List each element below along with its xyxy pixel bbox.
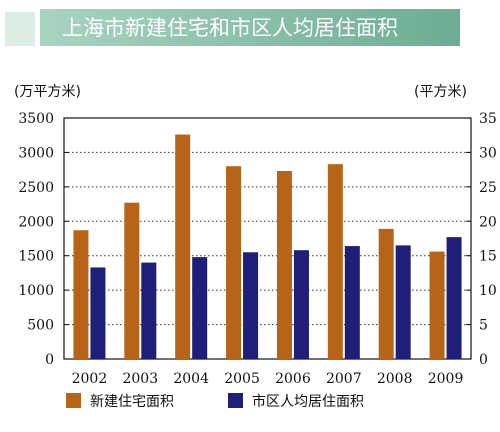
right-axis-unit: (平方米) [414,84,467,100]
x-axis: 2002 2003 2004 2005 2006 2007 2008 2009 [72,371,464,387]
right-tick-label: 20 [479,214,497,230]
left-tick-label: 3500 [18,111,54,127]
bar-new-housing [378,228,394,359]
x-tick-label: 2008 [377,371,413,387]
legend-swatch [228,393,243,408]
left-axis: 3500 3000 2500 2000 1500 1000 500 0 [18,111,69,368]
left-tick-label: 2000 [18,214,54,230]
x-tick-label: 2009 [428,371,464,387]
legend-label: 新建住宅面积 [90,394,174,410]
bar-new-housing [429,251,445,359]
bar-per-capita [446,237,462,359]
bar-per-capita [293,250,309,359]
bar-per-capita [395,245,411,359]
x-tick-label: 2007 [326,371,362,387]
left-tick-label: 1000 [18,283,54,299]
left-tick-label: 500 [27,318,54,334]
right-tick-label: 5 [479,318,488,334]
bar-new-housing [276,171,292,359]
bar-new-housing [226,166,242,359]
right-tick-label: 10 [479,283,497,299]
bar-per-capita [90,267,106,359]
bar-new-housing [73,230,89,359]
right-tick-label: 0 [479,352,488,368]
bar-per-capita [192,257,208,359]
bar-per-capita [344,246,360,359]
bar-per-capita [243,252,259,359]
right-axis: 35 30 25 20 15 10 5 0 [466,111,497,368]
title-accent-block [5,12,35,46]
right-tick-label: 35 [479,111,497,127]
bars [73,134,462,359]
right-tick-label: 30 [479,145,497,161]
bar-new-housing [175,134,191,359]
legend-swatch [66,393,81,408]
bar-per-capita [141,262,157,359]
left-tick-label: 2500 [18,180,54,196]
bar-new-housing [327,164,343,359]
x-tick-label: 2003 [122,371,158,387]
x-tick-label: 2002 [72,371,108,387]
legend-label: 市区人均居住面积 [252,393,364,410]
x-tick-label: 2005 [224,371,260,387]
right-tick-label: 25 [479,180,497,196]
left-tick-label: 3000 [18,145,54,161]
plot-frame [63,117,472,360]
left-axis-unit: (万平方米) [14,84,81,100]
x-tick-label: 2004 [173,371,209,387]
chart-title: 上海市新建住宅和市区人均居住面积 [62,16,398,40]
left-tick-label: 1500 [18,249,54,265]
legend: 新建住宅面积 市区人均居住面积 [66,393,364,410]
left-tick-label: 0 [45,352,54,368]
bar-new-housing [124,202,140,359]
title-bar [40,9,460,46]
x-tick-label: 2006 [275,371,311,387]
right-tick-label: 15 [479,249,497,265]
